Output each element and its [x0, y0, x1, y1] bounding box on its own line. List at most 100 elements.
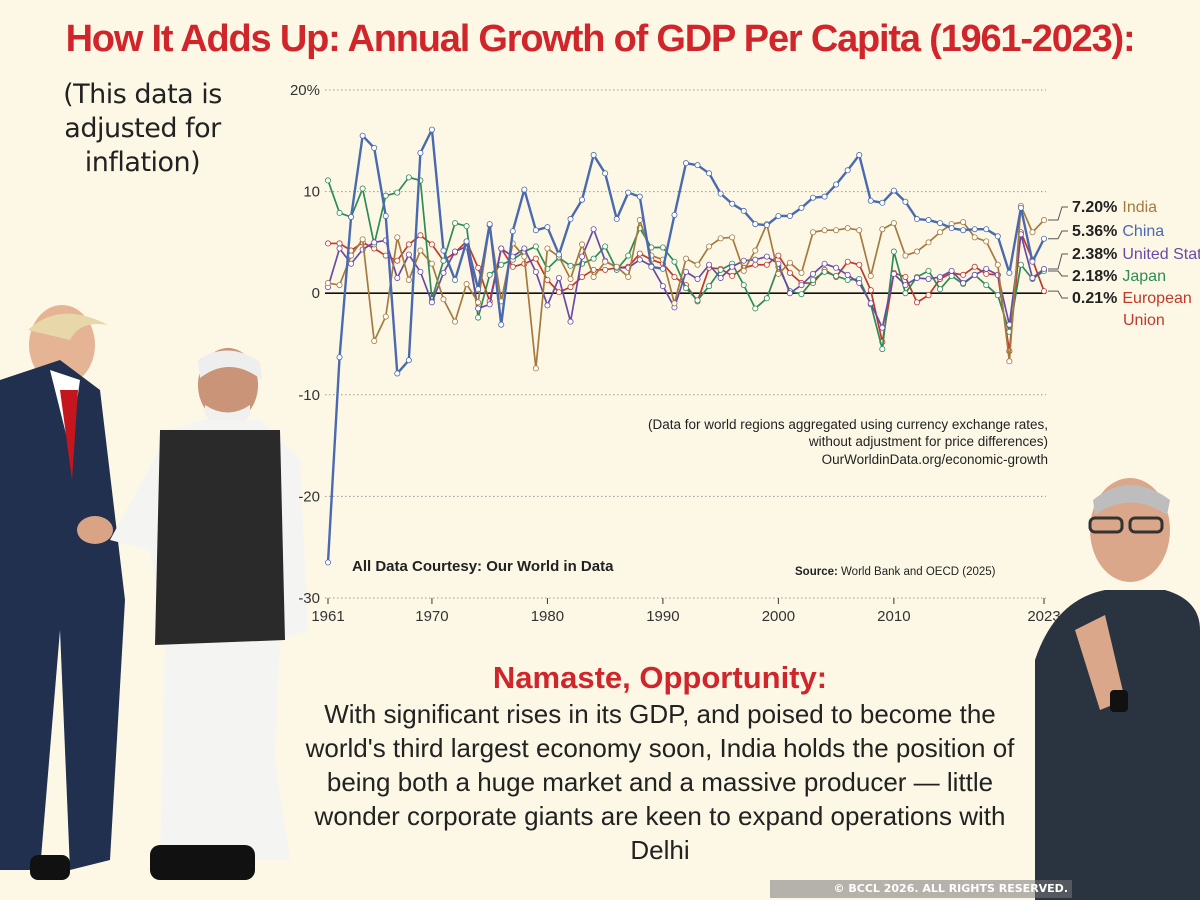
data-point	[775, 270, 782, 277]
data-point	[636, 250, 643, 257]
data-point	[1017, 261, 1024, 268]
data-point	[475, 314, 482, 321]
data-point	[879, 324, 886, 331]
data-point	[625, 189, 632, 196]
photo-two-leaders-handshake	[0, 305, 308, 880]
data-point	[636, 256, 643, 263]
source-note: Source: World Bank and OECD (2025)	[795, 566, 996, 578]
data-point	[821, 260, 828, 267]
data-point	[590, 273, 597, 280]
data-point	[555, 274, 562, 281]
y-tick-label: 20%	[290, 82, 320, 99]
data-point	[833, 181, 840, 188]
data-point	[371, 144, 378, 151]
data-point	[521, 245, 528, 252]
data-point	[486, 271, 493, 278]
data-point	[798, 269, 805, 276]
data-point	[706, 243, 713, 250]
data-point	[602, 266, 609, 273]
data-point	[902, 198, 909, 205]
chart-series	[324, 126, 1048, 566]
data-point	[498, 245, 505, 252]
data-point	[452, 318, 459, 325]
data-point	[971, 226, 978, 233]
data-point	[983, 265, 990, 272]
data-point	[440, 296, 447, 303]
data-point	[452, 248, 459, 255]
data-point	[821, 193, 828, 200]
data-point	[902, 290, 909, 297]
data-point	[1006, 269, 1013, 276]
data-point	[833, 227, 840, 234]
data-point	[659, 244, 666, 251]
data-point	[324, 559, 331, 566]
series-name-line-2: Union	[1123, 312, 1165, 329]
data-point	[717, 235, 724, 242]
data-point	[810, 194, 817, 201]
data-point	[336, 240, 343, 247]
label-leader-line	[1048, 230, 1068, 240]
data-point	[602, 243, 609, 250]
data-point	[971, 271, 978, 278]
data-point	[590, 226, 597, 233]
data-point	[579, 253, 586, 260]
data-point	[960, 219, 967, 226]
data-point	[336, 354, 343, 361]
annotation-link[interactable]: OurWorldinData.org/economic-growth	[822, 452, 1048, 467]
series-name: United States	[1122, 246, 1200, 263]
data-point	[694, 162, 701, 169]
data-point	[1006, 358, 1013, 365]
data-point	[810, 229, 817, 236]
data-point	[1029, 274, 1036, 281]
data-point	[810, 276, 817, 283]
x-tick-label: 2000	[762, 608, 795, 625]
data-point	[336, 209, 343, 216]
data-point	[740, 267, 747, 274]
data-point	[452, 276, 459, 283]
series-line	[327, 228, 1045, 329]
data-point	[971, 263, 978, 270]
data-point	[752, 261, 759, 268]
data-point	[359, 185, 366, 192]
data-point	[729, 272, 736, 279]
series-end-label: 7.20% India	[1072, 199, 1157, 216]
data-point	[348, 213, 355, 220]
label-leader-line	[1048, 206, 1068, 221]
data-point	[948, 225, 955, 232]
x-tick-label: 1970	[415, 608, 448, 625]
data-point	[428, 126, 435, 133]
data-point	[498, 321, 505, 328]
data-point	[475, 305, 482, 312]
data-point	[1041, 235, 1048, 242]
data-point	[625, 273, 632, 280]
series-name: Japan	[1122, 268, 1166, 285]
chart-grid	[325, 89, 1046, 599]
data-point	[544, 245, 551, 252]
data-point	[440, 247, 447, 254]
data-point	[786, 290, 793, 297]
data-point	[394, 274, 401, 281]
data-point	[1029, 229, 1036, 236]
data-point	[798, 291, 805, 298]
data-point	[890, 220, 897, 227]
series-china	[324, 126, 1048, 566]
data-point	[371, 337, 378, 344]
data-point	[532, 268, 539, 275]
end-value: 0.21%	[1072, 290, 1117, 307]
data-point	[463, 223, 470, 230]
data-point	[844, 167, 851, 174]
data-point	[602, 170, 609, 177]
data-point	[579, 273, 586, 280]
data-point	[879, 346, 886, 353]
data-point	[740, 207, 747, 214]
data-point	[833, 272, 840, 279]
data-point	[440, 257, 447, 264]
inflation-note: (This data is adjusted for inflation)	[63, 79, 222, 178]
data-point	[810, 270, 817, 277]
data-point	[902, 252, 909, 259]
data-point	[1017, 204, 1024, 211]
data-point	[324, 177, 331, 184]
data-point	[532, 227, 539, 234]
data-point	[394, 257, 401, 264]
data-point	[879, 226, 886, 233]
